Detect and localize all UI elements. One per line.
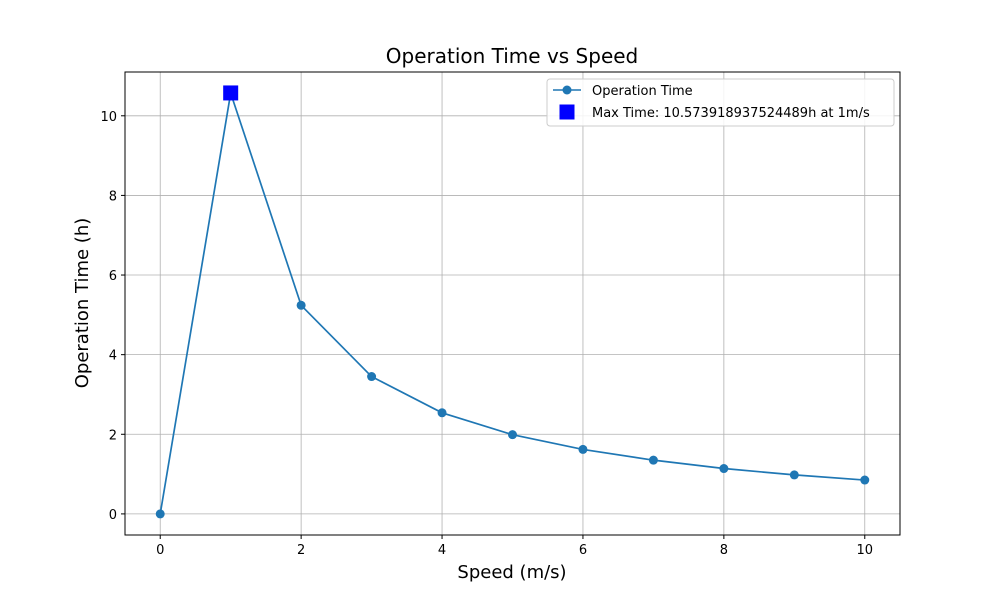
data-point <box>508 430 517 440</box>
series-layer <box>155 85 870 519</box>
x-tick-label: 8 <box>720 543 728 558</box>
axes-frame <box>124 71 901 536</box>
x-tick-label: 4 <box>438 543 446 558</box>
y-tick-label: 8 <box>109 189 117 204</box>
legend-marker-square <box>559 104 575 120</box>
data-point <box>155 509 165 519</box>
y-tick-label: 6 <box>109 269 117 284</box>
data-point <box>296 300 306 310</box>
data-point <box>789 470 799 480</box>
y-tick-label: 10 <box>100 110 117 125</box>
data-point <box>719 464 729 474</box>
y-axis-label: Operation Time (h) <box>72 218 93 389</box>
x-axis-label: Speed (m/s) <box>457 562 566 583</box>
y-tick-label: 2 <box>109 428 117 443</box>
legend-marker-circle <box>562 85 572 95</box>
x-tick-label: 10 <box>856 543 873 558</box>
data-point <box>578 444 588 454</box>
x-tick-label: 0 <box>156 543 164 558</box>
legend-box <box>546 78 895 127</box>
chart-title: Operation Time vs Speed <box>386 44 639 68</box>
grid-lines <box>125 72 900 535</box>
data-point <box>367 372 377 382</box>
legend-label-series: Operation Time <box>592 84 693 99</box>
data-point <box>437 408 447 418</box>
data-point <box>860 475 870 485</box>
x-tick-label: 6 <box>579 543 587 558</box>
x-tick-label: 2 <box>297 543 305 558</box>
max-time-marker <box>223 85 239 101</box>
legend-label-max: Max Time: 10.573918937524489h at 1m/s <box>592 106 870 121</box>
data-point <box>648 455 658 465</box>
tick-layer: 0 2 4 6 8 10 0 2 4 6 8 10 <box>100 110 873 558</box>
legend: Operation Time Max Time: 10.573918937524… <box>546 78 895 127</box>
y-tick-label: 4 <box>109 349 117 364</box>
y-tick-label: 0 <box>109 508 117 523</box>
